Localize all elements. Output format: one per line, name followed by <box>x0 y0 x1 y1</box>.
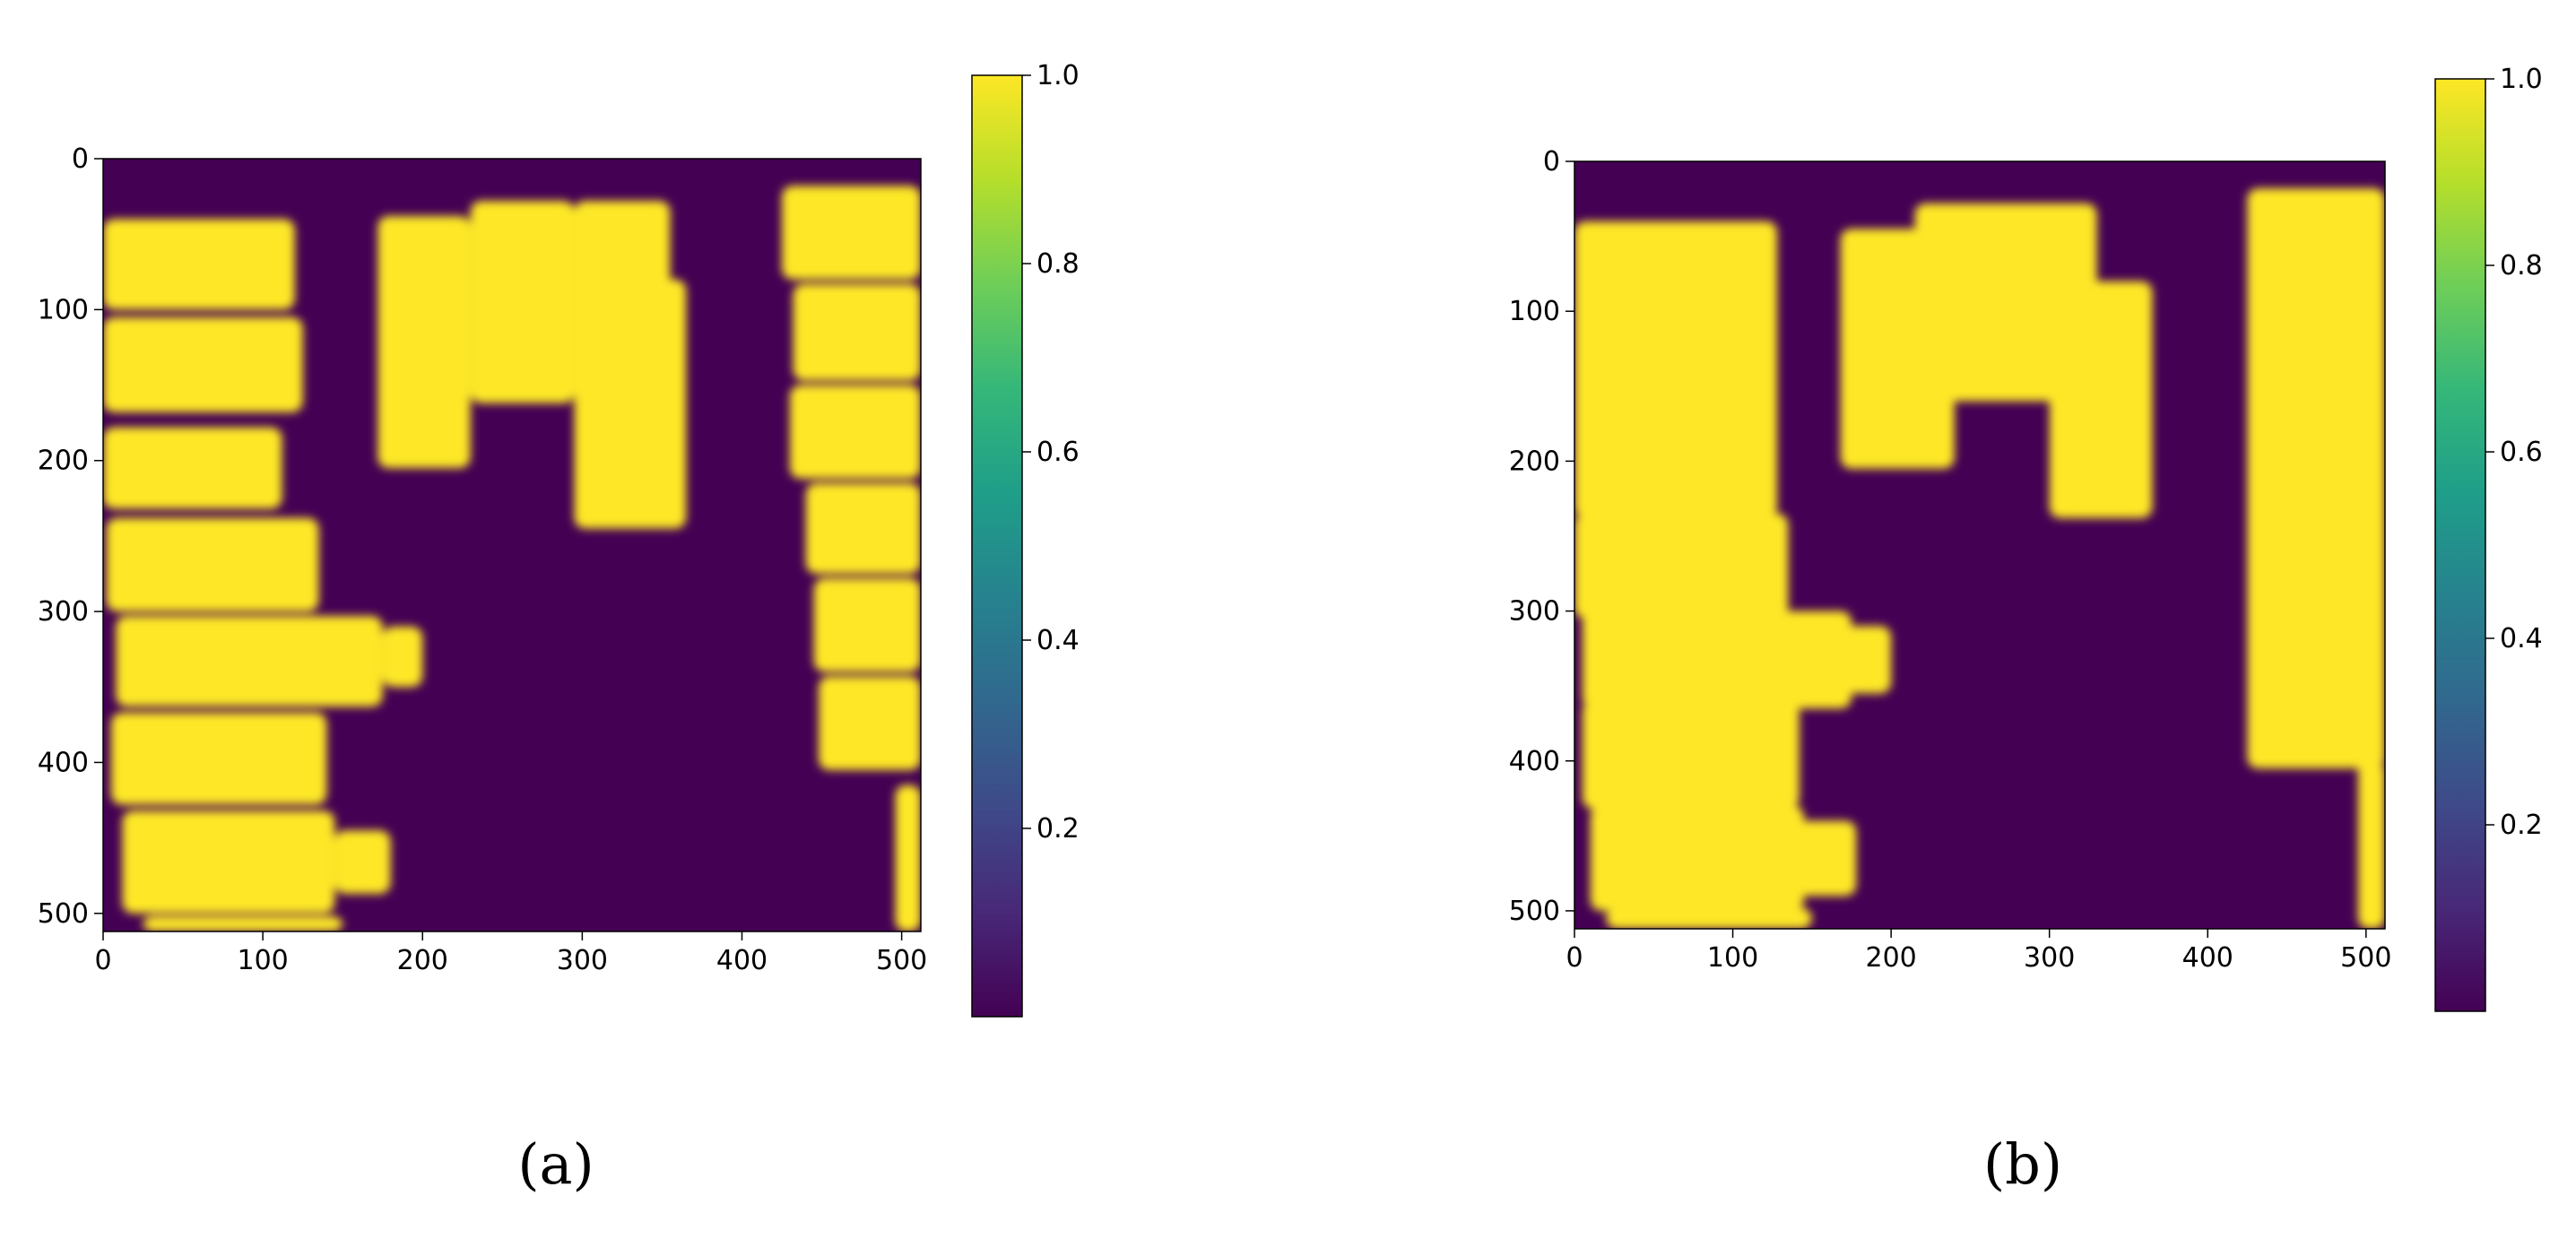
heatmap-region <box>1606 907 1812 929</box>
y-tick-label: 100 <box>38 294 89 325</box>
y-tick-label: 100 <box>1509 296 1560 327</box>
y-tick-label: 300 <box>38 596 89 628</box>
heatmap-region <box>470 201 575 403</box>
axes-frame <box>102 158 922 932</box>
heatmap-region <box>103 316 303 412</box>
colorbar-tick-label: 0.6 <box>2500 437 2543 468</box>
colorbar-tick-label: 1.0 <box>1036 60 1080 91</box>
x-tick-label: 500 <box>876 945 927 976</box>
colorbar-tick-label: 0.8 <box>1036 248 1080 280</box>
y-tick-label: 400 <box>1509 746 1560 777</box>
heatmap-region <box>819 676 921 770</box>
colorbar-tick-label: 1.0 <box>2500 64 2543 95</box>
x-tick-label: 500 <box>2340 942 2391 974</box>
heatmap-region <box>103 427 282 509</box>
y-tick-label: 500 <box>1509 896 1560 927</box>
colorbar-tick-label: 0.6 <box>1036 437 1080 468</box>
heatmap-region <box>895 784 921 931</box>
x-tick-label: 100 <box>1707 942 1758 974</box>
y-tick-label: 0 <box>72 143 89 175</box>
colorbar-tick-label: 0.8 <box>2500 250 2543 282</box>
colorbar-tick-label: 0.2 <box>2500 810 2543 841</box>
heatmap-region <box>1796 820 1857 897</box>
panel-label: (a) <box>517 1131 594 1197</box>
x-tick-label: 400 <box>2182 942 2233 974</box>
y-tick-label: 500 <box>38 898 89 930</box>
x-tick-label: 200 <box>1865 942 1916 974</box>
heatmap-region <box>782 186 921 280</box>
heatmap-region <box>106 517 319 612</box>
heatmap-region <box>382 626 423 688</box>
y-tick-label: 200 <box>1509 446 1560 477</box>
colorbar-b: 0.2 0.4 0.6 0.8 1.0 <box>2434 64 2543 1012</box>
heatmap-region <box>574 279 687 529</box>
heatmap-region <box>1590 805 1805 911</box>
heatmap-cells <box>103 186 921 931</box>
heatmap-region <box>2049 281 2153 518</box>
x-tick-label: 0 <box>1566 942 1583 974</box>
x-tick-label: 200 <box>397 945 448 976</box>
heatmap-region <box>2247 188 2385 769</box>
heatmap-region <box>1843 626 1892 694</box>
heatmap-blob-group <box>1574 188 2385 929</box>
colorbar-tick-label: 0.4 <box>1036 625 1080 656</box>
x-tick-label: 0 <box>94 945 111 976</box>
x-tick-label: 300 <box>557 945 608 976</box>
y-tick-label: 200 <box>38 446 89 477</box>
heatmap-region <box>1574 221 1777 518</box>
figure-root: 0 100 200 300 400 50001002003004005000.20.40.… <box>38 60 2543 1197</box>
heatmap-region <box>805 482 921 574</box>
x-tick-label: 400 <box>716 945 768 976</box>
panel-label: (b) <box>1983 1131 2062 1197</box>
heatmap-cells <box>1574 188 2385 929</box>
heatmap-region <box>2357 760 2385 929</box>
heatmap-region <box>103 219 295 310</box>
heatmap-region <box>110 712 327 805</box>
heatmap-region <box>789 385 921 479</box>
x-tick-label: 300 <box>2024 942 2075 974</box>
heatmap-region <box>813 578 921 672</box>
heatmap-region <box>377 215 471 469</box>
axes-frame <box>1574 160 2386 930</box>
heatmap-region <box>1582 700 1800 810</box>
x-tick-label: 100 <box>237 945 288 976</box>
heatmap-region <box>1574 513 1789 619</box>
y-tick-label: 0 <box>1543 146 1560 178</box>
colorbar-tick-label: 0.4 <box>2500 623 2543 654</box>
heatmap-region <box>122 810 335 914</box>
y-tick-label: 300 <box>1509 596 1560 628</box>
colorbar-gradient <box>2434 78 2486 1012</box>
colorbar-tick-label: 0.2 <box>1036 813 1080 845</box>
y-tick-label: 400 <box>38 747 89 778</box>
heatmap-region <box>334 830 391 894</box>
heatmap-region <box>793 283 921 381</box>
colorbar-gradient <box>971 74 1023 1018</box>
heatmap-blob-group <box>103 186 921 931</box>
heatmap-region <box>143 916 343 931</box>
heatmap-region <box>116 616 383 707</box>
colorbar-a: 0.2 0.4 0.6 0.8 1.0 <box>971 60 1080 1018</box>
heatmap-region <box>1582 611 1852 709</box>
